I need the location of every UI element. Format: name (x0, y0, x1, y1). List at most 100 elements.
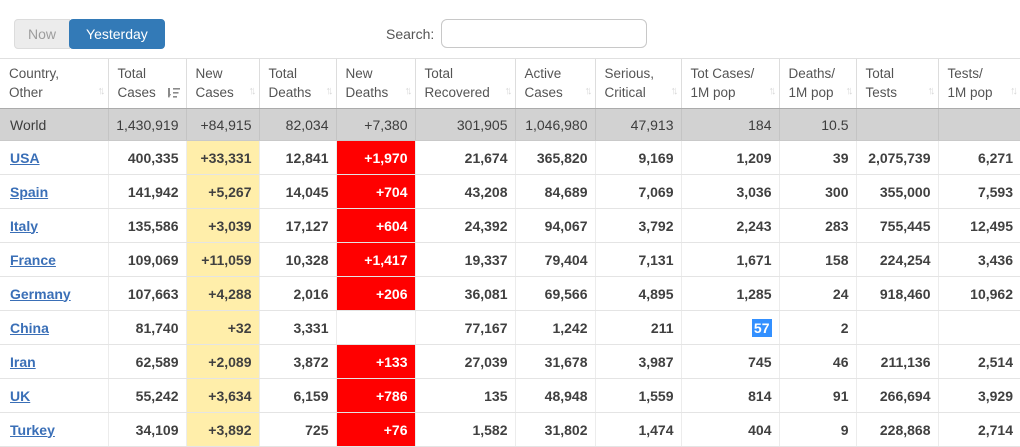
cell-tests_1m (937, 310, 1020, 345)
cell-active_cases: 69,566 (514, 276, 595, 311)
country-row-turkey: Turkey 34,109 +3,892 725 +76 1,582 31,802 1,474… (0, 412, 1020, 447)
country-link[interactable]: China (10, 319, 49, 336)
cell-country: China (0, 310, 108, 345)
cell-total_deaths: 3,331 (258, 310, 336, 345)
cell-serious_critical: 9,169 (594, 140, 681, 175)
cell-new_deaths: +604 (335, 208, 415, 243)
cell-new_deaths: +1,417 (335, 242, 415, 277)
country-link[interactable]: USA (10, 149, 40, 166)
stats-table: Country, Other ↑↓ Total Cases New Cases ↑↓ Total… (0, 58, 1020, 447)
cell-serious_critical: 1,474 (594, 412, 681, 447)
column-header-tests_1m[interactable]: Tests/1M pop ↑↓ (937, 58, 1020, 109)
column-header-total_cases[interactable]: Total Cases (107, 58, 186, 109)
column-header-new_cases[interactable]: New Cases ↑↓ (185, 58, 259, 109)
cell-new_deaths: +704 (335, 174, 415, 209)
cell-tot_cases_1m: 2,243 (680, 208, 779, 243)
sort-both-icon: ↑↓ (584, 85, 593, 98)
cell-serious_critical: 7,069 (594, 174, 681, 209)
cell-serious_critical: 7,131 (594, 242, 681, 277)
cell-country: Turkey (0, 412, 108, 447)
cell-total_recovered: 19,337 (414, 242, 515, 277)
column-header-total_tests[interactable]: Total Tests ↑↓ (855, 58, 938, 109)
cell-total_deaths: 12,841 (258, 140, 336, 175)
cell-total_recovered: 36,081 (414, 276, 515, 311)
cell-new_cases: +4,288 (185, 276, 259, 311)
now-button[interactable]: Now (14, 19, 71, 49)
search-label: Search: (386, 25, 435, 42)
cell-tot_cases_1m: 57 (680, 310, 779, 345)
country-row-china: China 81,740 +32 3,331 77,167 1,242 211 57 2 (0, 310, 1020, 345)
cell-total_recovered: 301,905 (414, 108, 515, 141)
country-row-germany: Germany 107,663 +4,288 2,016 +206 36,081 69,56… (0, 276, 1020, 311)
yesterday-button[interactable]: Yesterday (69, 19, 165, 49)
cell-tot_cases_1m: 1,285 (680, 276, 779, 311)
cell-total_tests: 355,000 (855, 174, 938, 209)
country-link[interactable]: Turkey (10, 421, 55, 438)
cell-tests_1m: 3,436 (937, 242, 1020, 277)
country-link[interactable]: Spain (10, 183, 49, 200)
country-link[interactable]: Germany (10, 285, 71, 302)
country-row-iran: Iran 62,589 +2,089 3,872 +133 27,039 31,678 3,9… (0, 344, 1020, 379)
column-header-serious_critical[interactable]: Serious, Critical ↑↓ (594, 58, 681, 109)
search-input[interactable] (441, 19, 648, 48)
cell-total_deaths: 10,328 (258, 242, 336, 277)
cell-deaths_1m: 2 (778, 310, 856, 345)
sort-both-icon: ↑↓ (404, 85, 413, 98)
column-header-deaths_1m[interactable]: Deaths/1M pop ↑↓ (778, 58, 856, 109)
cell-new_deaths: +133 (335, 344, 415, 379)
country-link[interactable]: Iran (10, 353, 36, 370)
cell-new_deaths: +1,970 (335, 140, 415, 175)
cell-new_cases: +5,267 (185, 174, 259, 209)
cell-tests_1m: 6,271 (937, 140, 1020, 175)
cell-tests_1m: 3,929 (937, 378, 1020, 413)
cell-total_tests: 228,868 (855, 412, 938, 447)
cell-deaths_1m: 91 (778, 378, 856, 413)
cell-total_tests: 2,075,739 (855, 140, 938, 175)
toolbar: Now Yesterday Search: (0, 0, 1020, 58)
cell-country: World (0, 108, 108, 141)
time-toggle-group: Now Yesterday (14, 19, 165, 49)
selected-text: 57 (751, 318, 772, 337)
world-row: World 1,430,919 +84,915 82,034 +7,380 301,905… (0, 108, 1020, 141)
column-header-new_deaths[interactable]: New Deaths ↑↓ (335, 58, 415, 109)
country-link[interactable]: Italy (10, 217, 39, 234)
cell-tests_1m: 2,514 (937, 344, 1020, 379)
cell-total_tests: 224,254 (855, 242, 938, 277)
sort-both-icon: ↑↓ (97, 85, 106, 98)
sort-both-icon: ↑↓ (248, 85, 257, 98)
cell-active_cases: 31,678 (514, 344, 595, 379)
header-row: Country, Other ↑↓ Total Cases New Cases ↑↓ Total… (0, 58, 1020, 109)
cell-total_recovered: 77,167 (414, 310, 515, 345)
cell-active_cases: 1,046,980 (514, 108, 595, 141)
country-link[interactable]: UK (10, 387, 31, 404)
cell-tests_1m (937, 108, 1020, 141)
cell-total_cases: 109,069 (107, 242, 186, 277)
country-row-italy: Italy 135,586 +3,039 17,127 +604 24,392 94,067… (0, 208, 1020, 243)
cell-total_tests: 755,445 (855, 208, 938, 243)
cell-total_cases: 1,430,919 (107, 108, 186, 141)
cell-deaths_1m: 300 (778, 174, 856, 209)
cell-new_cases: +3,892 (185, 412, 259, 447)
cell-active_cases: 31,802 (514, 412, 595, 447)
cell-total_cases: 107,663 (107, 276, 186, 311)
column-header-country[interactable]: Country, Other ↑↓ (0, 58, 108, 109)
sort-both-icon: ↑↓ (927, 85, 936, 98)
cell-active_cases: 84,689 (514, 174, 595, 209)
column-header-active_cases[interactable]: Active Cases ↑↓ (514, 58, 595, 109)
cell-total_tests: 211,136 (855, 344, 938, 379)
cell-deaths_1m: 39 (778, 140, 856, 175)
cell-new_cases: +3,634 (185, 378, 259, 413)
column-header-total_recovered[interactable]: Total Recovered ↑↓ (414, 58, 515, 109)
cell-country: Spain (0, 174, 108, 209)
cell-deaths_1m: 9 (778, 412, 856, 447)
column-header-tot_cases_1m[interactable]: Tot Cases/1M pop ↑↓ (680, 58, 779, 109)
cell-country: France (0, 242, 108, 277)
cell-new_deaths: +786 (335, 378, 415, 413)
country-link[interactable]: France (10, 251, 56, 268)
cell-total_recovered: 21,674 (414, 140, 515, 175)
cell-new_deaths: +76 (335, 412, 415, 447)
cell-tot_cases_1m: 3,036 (680, 174, 779, 209)
column-header-total_deaths[interactable]: Total Deaths ↑↓ (258, 58, 336, 109)
cell-new_cases: +2,089 (185, 344, 259, 379)
cell-new_deaths: +7,380 (335, 108, 415, 141)
